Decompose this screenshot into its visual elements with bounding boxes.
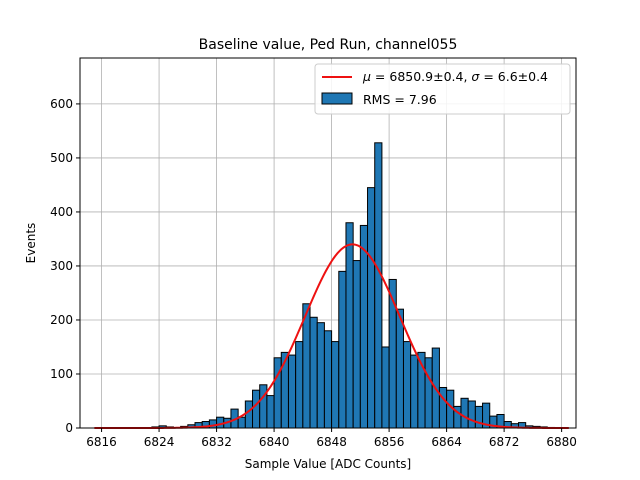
legend: μ = 6850.9±0.4, σ = 6.6±0.4 RMS = 7.96 [314, 63, 571, 115]
y-tick-label-200: 200 [50, 313, 73, 327]
histogram-bar-6844 [302, 303, 311, 429]
x-axis-ticks: 6816 6824 6832 6840 6848 6856 6864 6872 6880 [86, 428, 577, 449]
y-axis-label: Events [24, 223, 38, 264]
histogram-bar-6853 [367, 187, 376, 429]
histogram-bar-6857 [395, 308, 404, 429]
x-tick-label-6824: 6824 [144, 435, 175, 449]
histogram-bar-6847 [323, 330, 333, 429]
histogram-bar-6832 [216, 416, 225, 429]
y-tick-label-500: 500 [50, 151, 73, 165]
histogram-bar-6849 [338, 270, 347, 429]
histogram-bar-6842 [287, 354, 297, 429]
y-tick-label-300: 300 [50, 259, 73, 273]
x-axis-label: Sample Value [ADC Counts] [245, 457, 411, 471]
x-tick-label-6864: 6864 [431, 435, 462, 449]
histogram-bar-6867 [467, 400, 476, 429]
plot-frame [79, 57, 577, 429]
x-tick-label-6840: 6840 [259, 435, 290, 449]
histogram-bar-6846 [316, 322, 325, 429]
histogram-bar-6858 [402, 341, 412, 429]
legend-box [314, 63, 571, 115]
chart-title: Baseline value, Ped Run, channel055 [199, 37, 458, 53]
y-tick-label-0: 0 [65, 421, 73, 435]
histogram-bar-6845 [309, 316, 318, 429]
histogram-bar-6854 [374, 142, 383, 429]
histogram-bar-6843 [295, 341, 304, 429]
histogram-bar-6851 [352, 260, 361, 429]
histogram-bar-6852 [359, 224, 369, 429]
y-tick-label-100: 100 [50, 367, 73, 381]
histogram-bar-6855 [381, 346, 390, 429]
x-tick-label-6872: 6872 [489, 435, 520, 449]
histogram-bar-6836 [244, 400, 254, 429]
legend-histogram-label: RMS = 7.96 [363, 92, 437, 107]
histogram-bar-6838 [259, 384, 268, 429]
x-tick-label-6880: 6880 [546, 435, 577, 449]
histogram-bar-6861 [424, 357, 433, 429]
histogram-bar-6837 [252, 389, 261, 429]
x-tick-label-6816: 6816 [86, 435, 117, 449]
y-axis-ticks: 0 100 200 300 400 500 600 [50, 97, 80, 435]
legend-fit-label: μ = 6850.9±0.4, σ = 6.6±0.4 [362, 69, 548, 84]
x-tick-label-6832: 6832 [201, 435, 232, 449]
histogram-bar-6866 [460, 397, 469, 429]
histogram-bar-6848 [331, 341, 340, 429]
histogram-bar-6850 [345, 222, 354, 429]
histogram-bar-6835 [237, 416, 246, 429]
histogram-bar-6841 [280, 351, 289, 429]
histogram-bar-6859 [410, 354, 419, 429]
x-tick-label-6848: 6848 [316, 435, 347, 449]
legend-histogram-swatch [321, 92, 353, 105]
histogram-bar-6868 [474, 405, 484, 429]
x-tick-label-6856: 6856 [374, 435, 405, 449]
y-tick-label-600: 600 [50, 97, 73, 111]
y-tick-label-400: 400 [50, 205, 73, 219]
histogram-bar-6839 [266, 395, 275, 429]
